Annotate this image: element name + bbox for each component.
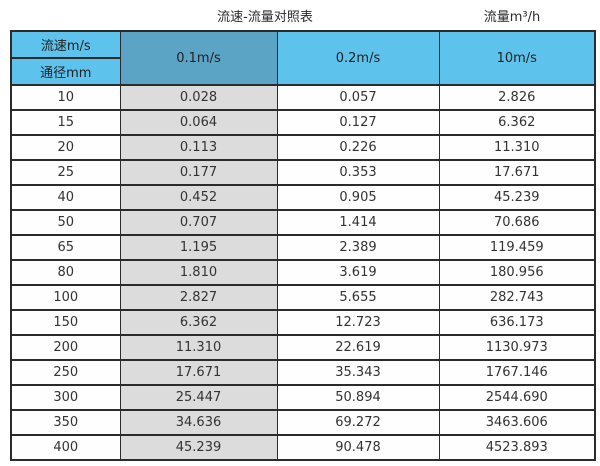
diameter-cell: 150: [10, 309, 121, 336]
table-row: 350 34.636 69.272 3463.606: [10, 409, 596, 436]
header-row-top: 流速m/s 0.1m/s 0.2m/s 10m/s: [10, 30, 596, 86]
table-body: 10 0.028 0.057 2.826 15 0.064 0.127 6.36…: [10, 84, 596, 461]
flow-value-cell: 0.905: [276, 184, 440, 211]
flow-value-cell: 17.671: [119, 359, 278, 386]
diameter-cell: 350: [10, 409, 121, 436]
flow-value-cell: 1.810: [119, 259, 278, 286]
table-row: 300 25.447 50.894 2544.690: [10, 384, 596, 411]
diameter-cell: 65: [10, 234, 121, 261]
flow-rate-table: 流速m/s 0.1m/s 0.2m/s 10m/s 通径mm 10 0.028 …: [10, 30, 596, 461]
flow-value-cell: 636.173: [438, 309, 596, 336]
flow-value-cell: 180.956: [438, 259, 596, 286]
diameter-cell: 50: [10, 209, 121, 236]
flow-value-cell: 12.723: [276, 309, 440, 336]
diameter-cell: 80: [10, 259, 121, 286]
flow-value-cell: 70.686: [438, 209, 596, 236]
diameter-cell: 10: [10, 84, 121, 111]
flow-value-cell: 0.064: [119, 109, 278, 136]
flow-value-cell: 6.362: [119, 309, 278, 336]
flow-value-cell: 3463.606: [438, 409, 596, 436]
table-row: 10 0.028 0.057 2.826: [10, 84, 596, 111]
flow-value-cell: 0.707: [119, 209, 278, 236]
flow-value-cell: 4523.893: [438, 434, 596, 461]
flow-value-cell: 282.743: [438, 284, 596, 311]
diameter-cell: 40: [10, 184, 121, 211]
velocity-header-cell: 流速m/s: [10, 30, 121, 59]
flow-value-cell: 3.619: [276, 259, 440, 286]
flow-value-cell: 11.310: [438, 134, 596, 161]
flow-value-cell: 69.272: [276, 409, 440, 436]
flow-value-cell: 2544.690: [438, 384, 596, 411]
velocity-column-header-0.2ms: 0.2m/s: [276, 30, 440, 86]
flow-value-cell: 1767.146: [438, 359, 596, 386]
flow-value-cell: 2.389: [276, 234, 440, 261]
diameter-cell: 250: [10, 359, 121, 386]
flow-value-cell: 119.459: [438, 234, 596, 261]
diameter-cell: 20: [10, 134, 121, 161]
title-bar: 流速-流量对照表 流量m³/h: [0, 0, 600, 30]
flow-value-cell: 0.028: [119, 84, 278, 111]
diameter-cell: 15: [10, 109, 121, 136]
flow-value-cell: 1.414: [276, 209, 440, 236]
flow-value-cell: 0.226: [276, 134, 440, 161]
flow-value-cell: 0.113: [119, 134, 278, 161]
diameter-cell: 25: [10, 159, 121, 186]
flow-value-cell: 5.655: [276, 284, 440, 311]
flow-value-cell: 25.447: [119, 384, 278, 411]
table-row: 400 45.239 90.478 4523.893: [10, 434, 596, 461]
page-title: 流速-流量对照表: [217, 10, 313, 25]
flow-value-cell: 1130.973: [438, 334, 596, 361]
flow-value-cell: 0.057: [276, 84, 440, 111]
flow-value-cell: 45.239: [119, 434, 278, 461]
table-header: 流速m/s 0.1m/s 0.2m/s 10m/s 通径mm: [10, 30, 596, 86]
flow-value-cell: 0.353: [276, 159, 440, 186]
diameter-cell: 300: [10, 384, 121, 411]
flow-value-cell: 11.310: [119, 334, 278, 361]
table-row: 25 0.177 0.353 17.671: [10, 159, 596, 186]
table-row: 20 0.113 0.226 11.310: [10, 134, 596, 161]
header-row-bottom: 通径mm: [10, 57, 595, 86]
flow-value-cell: 0.177: [119, 159, 278, 186]
diameter-cell: 400: [10, 434, 121, 461]
flow-value-cell: 50.894: [276, 384, 440, 411]
flow-value-cell: 2.826: [438, 84, 596, 111]
table-row: 50 0.707 1.414 70.686: [10, 209, 596, 236]
flow-value-cell: 34.636: [119, 409, 278, 436]
flow-unit-label: 流量m³/h: [483, 10, 541, 25]
diameter-cell: 200: [10, 334, 121, 361]
table-row: 100 2.827 5.655 282.743: [10, 284, 596, 311]
table-row: 200 11.310 22.619 1130.973: [10, 334, 596, 361]
table-row: 40 0.452 0.905 45.239: [10, 184, 596, 211]
flow-value-cell: 6.362: [438, 109, 596, 136]
diameter-cell: 100: [10, 284, 121, 311]
flow-value-cell: 2.827: [119, 284, 278, 311]
velocity-column-header-10ms: 10m/s: [438, 30, 596, 86]
flow-value-cell: 22.619: [276, 334, 440, 361]
table-row: 80 1.810 3.619 180.956: [10, 259, 596, 286]
diameter-header-cell: 通径mm: [10, 57, 121, 86]
flow-value-cell: 0.452: [119, 184, 278, 211]
flow-value-cell: 17.671: [438, 159, 596, 186]
table-row: 65 1.195 2.389 119.459: [10, 234, 596, 261]
velocity-column-header-0.1ms: 0.1m/s: [119, 30, 278, 86]
flow-value-cell: 45.239: [438, 184, 596, 211]
flow-value-cell: 90.478: [276, 434, 440, 461]
table-row: 15 0.064 0.127 6.362: [10, 109, 596, 136]
flow-value-cell: 1.195: [119, 234, 278, 261]
table-row: 150 6.362 12.723 636.173: [10, 309, 596, 336]
table-row: 250 17.671 35.343 1767.146: [10, 359, 596, 386]
flow-value-cell: 35.343: [276, 359, 440, 386]
flow-value-cell: 0.127: [276, 109, 440, 136]
